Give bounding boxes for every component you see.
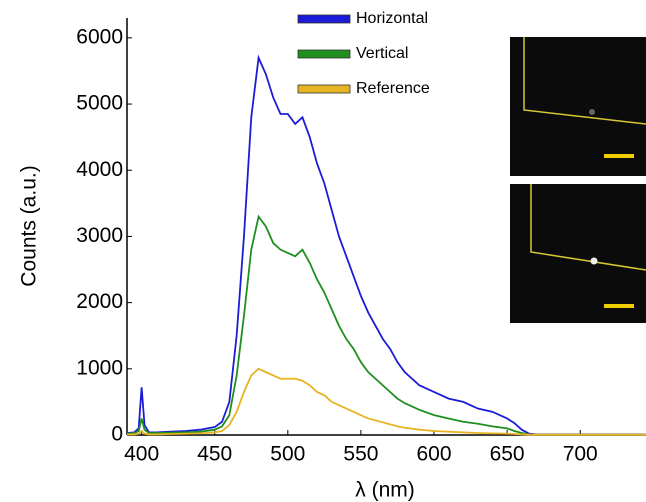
inset-spot (590, 257, 598, 265)
x-axis-title: λ (nm) (355, 479, 415, 502)
y-tick-label: 6000 (76, 25, 123, 48)
y-tick-label: 1000 (76, 356, 123, 379)
series-line (126, 214, 646, 436)
y-tick-label: 0 (111, 423, 123, 446)
x-tick-label: 450 (197, 443, 232, 466)
series-line (127, 367, 646, 436)
y-tick-label: 5000 (76, 92, 123, 115)
x-tick-label: 500 (270, 443, 305, 466)
y-tick-label: 2000 (76, 290, 123, 313)
legend-swatch (297, 49, 351, 59)
legend-label: Horizontal (356, 10, 428, 27)
legend-swatch (297, 84, 351, 94)
inset-image (510, 184, 646, 323)
y-axis-title: Counts (a.u.) (18, 165, 41, 286)
x-tick-label: 400 (124, 443, 159, 466)
inset-bottom (510, 184, 646, 323)
legend-swatch (297, 14, 351, 24)
x-tick-label: 600 (416, 443, 451, 466)
x-tick-label: 700 (563, 443, 598, 466)
legend-label: Reference (356, 80, 430, 97)
legend-label: Vertical (356, 45, 408, 62)
series-line (126, 54, 646, 436)
inset-outline (530, 184, 646, 271)
inset-top (510, 37, 646, 176)
inset-image (510, 37, 646, 176)
y-tick-label: 4000 (76, 158, 123, 181)
x-tick-label: 550 (343, 443, 378, 466)
x-tick-label: 650 (490, 443, 525, 466)
y-tick-label: 3000 (76, 224, 123, 247)
inset-spot (589, 109, 595, 115)
inset-outline (523, 37, 646, 125)
